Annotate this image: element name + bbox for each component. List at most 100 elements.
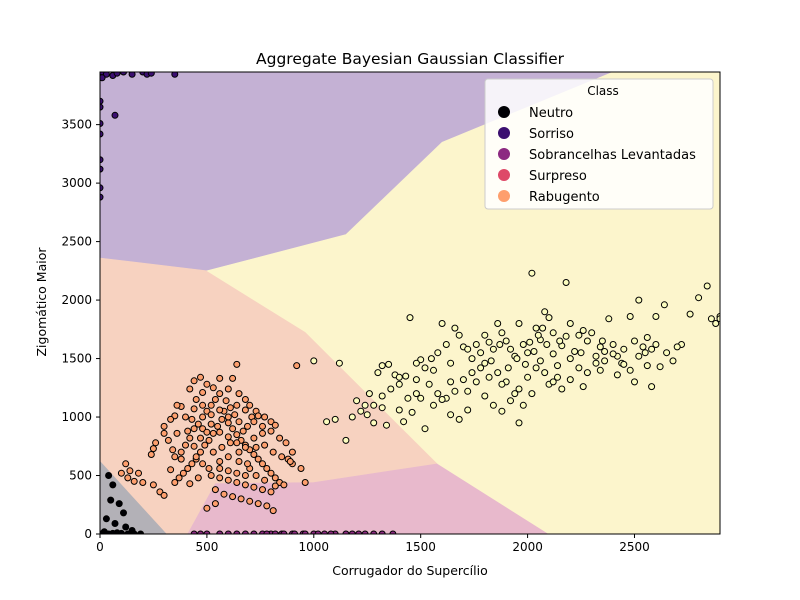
point-rabugento <box>263 465 271 472</box>
point-rabugento <box>179 469 187 477</box>
axes-frame <box>99 71 721 535</box>
y-tick-label: 3000 <box>61 176 92 190</box>
point-rabugento-light <box>528 269 536 277</box>
point-rabugento <box>226 404 234 412</box>
point-sobrancelhas-levantadas <box>327 530 335 534</box>
point-rabugento <box>241 396 249 403</box>
point-rabugento-light <box>639 343 647 351</box>
point-rabugento <box>211 500 219 508</box>
point-rabugento <box>149 445 157 453</box>
point-rabugento-light <box>383 421 390 429</box>
point-sobrancelhas-levantadas <box>224 530 232 534</box>
point-rabugento <box>197 448 204 456</box>
x-tick-label: 500 <box>195 540 218 554</box>
point-sobrancelhas-levantadas <box>203 530 211 534</box>
point-rabugento-light <box>605 315 613 323</box>
point-rabugento <box>259 460 266 468</box>
point-rabugento-light <box>575 331 583 339</box>
point-rabugento-light <box>447 411 455 419</box>
point-rabugento-light <box>507 345 514 353</box>
point-neutro <box>130 530 138 534</box>
point-sorriso <box>113 72 121 77</box>
point-rabugento <box>254 412 262 420</box>
point-rabugento <box>186 480 194 488</box>
point-rabugento-light <box>438 396 446 403</box>
point-rabugento-light <box>451 324 459 332</box>
point-rabugento <box>252 443 260 451</box>
point-rabugento-light <box>601 357 609 365</box>
point-rabugento-light <box>549 378 557 386</box>
point-rabugento-light <box>494 320 502 327</box>
point-rabugento <box>211 486 219 494</box>
point-rabugento <box>209 429 217 437</box>
point-rabugento <box>261 413 269 421</box>
point-rabugento-light <box>370 401 378 409</box>
point-rabugento-light <box>519 401 527 409</box>
point-rabugento <box>246 401 254 409</box>
legend: Class Neutro Sorriso Sobrancelhas Levantada… <box>484 78 714 210</box>
point-neutro <box>120 509 127 517</box>
point-rabugento-light <box>455 331 463 339</box>
point-rabugento-light <box>331 415 339 423</box>
point-rabugento-light <box>489 401 497 409</box>
point-rabugento-light <box>370 419 378 427</box>
point-rabugento-light <box>641 349 649 357</box>
point-sorriso <box>100 74 106 82</box>
point-rabugento <box>218 415 226 423</box>
point-rabugento-light <box>631 378 638 386</box>
point-rabugento <box>267 469 275 477</box>
x-tick-label: 1500 <box>405 540 436 554</box>
x-tick-label: 2000 <box>512 540 543 554</box>
point-rabugento <box>278 453 286 461</box>
point-neutro <box>107 496 115 504</box>
point-rabugento-light <box>498 329 506 337</box>
point-rabugento-light <box>477 349 485 357</box>
point-rabugento <box>124 474 132 482</box>
point-rabugento <box>160 422 168 430</box>
point-rabugento-light <box>438 320 446 327</box>
point-rabugento-light <box>660 301 668 309</box>
point-rabugento-light <box>511 390 519 398</box>
point-sorriso <box>120 72 127 76</box>
point-rabugento-light <box>532 324 540 332</box>
point-rabugento-light <box>395 373 403 381</box>
point-sobrancelhas-levantadas <box>233 530 241 534</box>
point-neutro <box>109 481 117 489</box>
y-tick-label: 1500 <box>61 352 92 366</box>
point-rabugento-light <box>566 355 574 363</box>
point-rabugento-light <box>539 324 547 332</box>
point-rabugento <box>199 413 207 421</box>
y-tick-label: 500 <box>69 469 92 483</box>
point-neutro <box>122 523 130 531</box>
point-rabugento-light <box>526 338 534 346</box>
point-rabugento <box>224 433 232 441</box>
point-rabugento <box>235 448 243 456</box>
point-rabugento <box>205 465 213 472</box>
point-rabugento-light <box>434 349 442 357</box>
point-rabugento-light <box>541 308 549 316</box>
point-neutro <box>111 520 119 527</box>
point-rabugento <box>199 401 207 409</box>
point-rabugento <box>209 448 217 456</box>
point-rabugento <box>190 425 198 433</box>
point-rabugento-light <box>515 320 523 327</box>
point-rabugento-light <box>631 337 638 345</box>
point-rabugento-light <box>635 296 643 304</box>
point-rabugento-light <box>464 345 472 353</box>
point-rabugento <box>139 479 147 486</box>
point-rabugento <box>239 427 247 435</box>
legend-marker <box>498 148 510 160</box>
point-rabugento-light <box>643 362 651 370</box>
point-rabugento <box>282 439 290 447</box>
point-rabugento-light <box>554 362 561 370</box>
point-rabugento <box>259 422 266 430</box>
point-sobrancelhas-levantadas <box>197 530 204 534</box>
point-sobrancelhas-levantadas <box>250 530 258 534</box>
point-rabugento-light <box>464 387 472 395</box>
point-rabugento-light <box>669 357 677 365</box>
y-tick-label: 3500 <box>61 118 92 132</box>
legend-entry-label: Neutro <box>529 106 573 121</box>
point-rabugento-light <box>656 363 664 371</box>
point-rabugento-light <box>554 373 561 381</box>
